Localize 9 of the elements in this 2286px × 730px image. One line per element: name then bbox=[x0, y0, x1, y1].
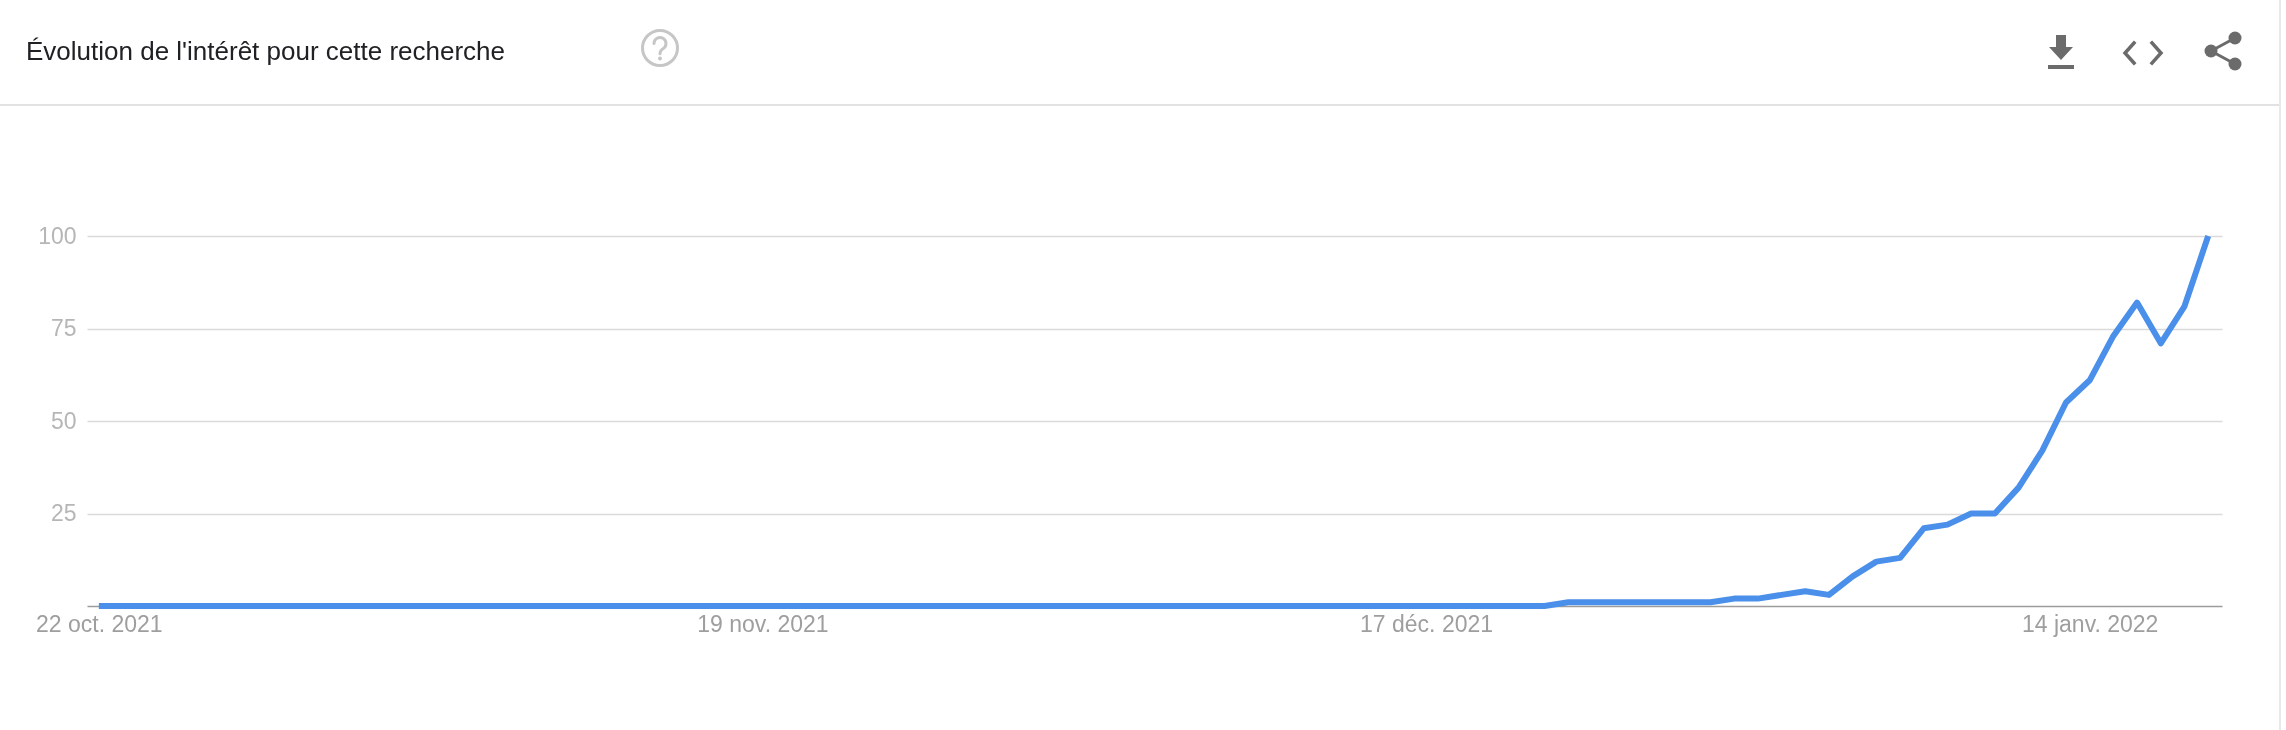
x-tick-label: 19 nov. 2021 bbox=[697, 610, 829, 637]
y-tick-label: 25 bbox=[50, 500, 77, 526]
chart-title: Évolution de l'intérêt pour cette recherche bbox=[26, 36, 506, 66]
x-tick-label: 14 janv. 2022 bbox=[2021, 610, 2159, 637]
x-tick-label: 22 oct. 2021 bbox=[36, 610, 163, 637]
y-tick-label: 50 bbox=[50, 407, 77, 434]
y-tick-label: 100 bbox=[38, 222, 77, 249]
y-tick-label: 75 bbox=[50, 315, 77, 341]
x-tick-label: 17 déc. 2021 bbox=[1360, 610, 1494, 637]
